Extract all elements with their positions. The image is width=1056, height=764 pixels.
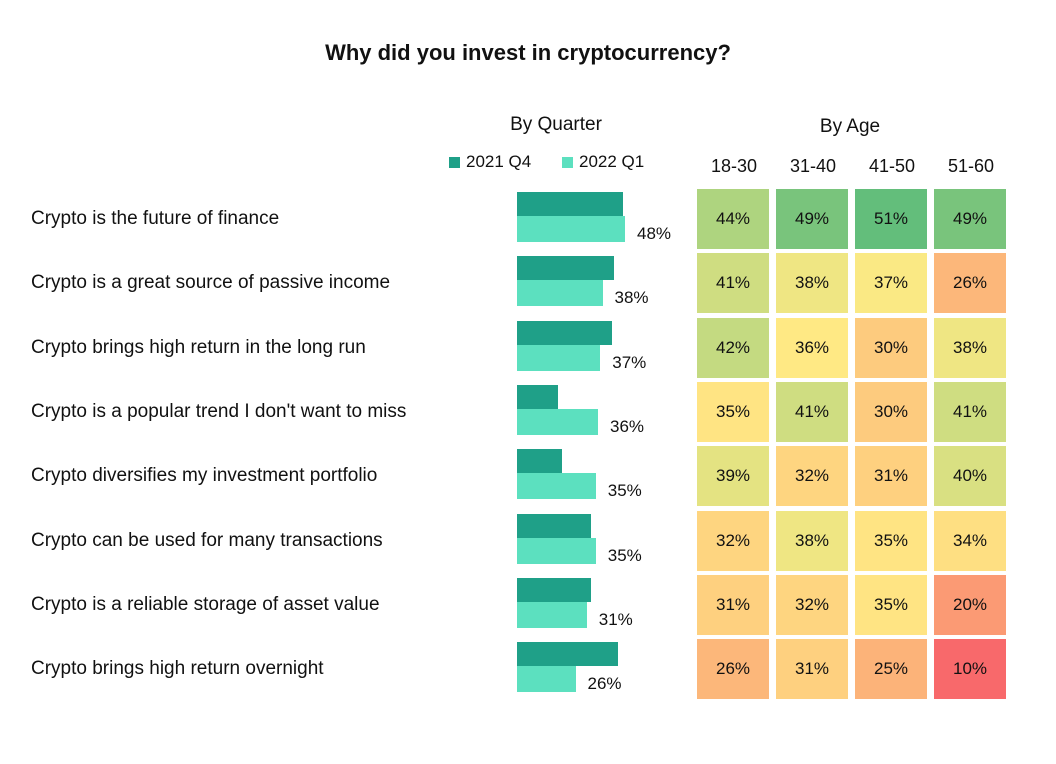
heatmap-cell: 44% [697, 189, 769, 249]
heatmap-cell: 40% [934, 446, 1006, 506]
bar-value-label: 36% [610, 417, 645, 436]
by-quarter-header: By Quarter [510, 114, 602, 135]
bar-2022-q1 [517, 602, 587, 628]
heatmap-cell: 20% [934, 575, 1006, 635]
bar-2021-q4 [517, 642, 619, 666]
row-label: Crypto brings high return overnight [31, 658, 324, 679]
heatmap-cell: 38% [934, 318, 1006, 378]
heatmap-cell: 35% [697, 382, 769, 442]
bar-value-label: 37% [612, 353, 647, 372]
heatmap-cell: 26% [697, 639, 769, 699]
heatmap-cell: 49% [934, 189, 1006, 249]
row-label: Crypto is a great source of passive inco… [31, 272, 391, 293]
row-label: Crypto is a popular trend I don't want t… [31, 401, 407, 422]
heatmap-cell: 30% [855, 318, 927, 378]
heatmap-cell: 10% [934, 639, 1006, 699]
bar-2022-q1 [517, 345, 601, 371]
bar-2021-q4 [517, 321, 612, 345]
heatmap-cell: 35% [855, 575, 927, 635]
heatmap-cell: 42% [697, 318, 769, 378]
row-label: Crypto brings high return in the long ru… [31, 337, 366, 358]
row-label: Crypto can be used for many transactions [31, 530, 383, 551]
bar-2021-q4 [517, 449, 562, 473]
bar-value-label: 35% [607, 546, 642, 565]
bar-2022-q1 [517, 409, 598, 435]
heatmap-cell: 37% [855, 253, 927, 313]
age-column-41-50: 41-50 [868, 156, 916, 176]
heatmap-cell: 32% [776, 575, 848, 635]
bar-2021-q4 [517, 385, 558, 409]
heatmap-cell: 31% [855, 446, 927, 506]
heatmap-cell: 31% [776, 639, 848, 699]
legend-item-2021-q4: 2021 Q4 [449, 152, 531, 172]
heatmap-cell: 41% [934, 382, 1006, 442]
heatmap-cell: 36% [776, 318, 848, 378]
heatmap-cell: 51% [855, 189, 927, 249]
bar-2021-q4 [517, 256, 614, 280]
heatmap-cell: 41% [697, 253, 769, 313]
legend-item-2022-q1: 2022 Q1 [562, 152, 644, 172]
heatmap-cell: 38% [776, 253, 848, 313]
age-column-31-40: 31-40 [789, 156, 837, 176]
row-label: Crypto is a reliable storage of asset va… [31, 594, 380, 615]
bar-2021-q4 [517, 578, 592, 602]
bar-2022-q1 [517, 280, 603, 306]
heatmap-cell: 38% [776, 511, 848, 571]
age-column-18-30: 18-30 [710, 156, 758, 176]
heatmap-cell: 41% [776, 382, 848, 442]
by-age-header: By Age [819, 116, 881, 137]
bar-value-label: 31% [598, 610, 633, 629]
heatmap-cell: 49% [776, 189, 848, 249]
heatmap-cell: 32% [776, 446, 848, 506]
legend-label-2022-q1: 2022 Q1 [579, 152, 645, 171]
bar-value-label: 38% [614, 288, 649, 307]
bar-2022-q1 [517, 216, 625, 242]
heatmap-cell: 30% [855, 382, 927, 442]
bar-value-label: 26% [587, 674, 622, 693]
legend-label-2021-q4: 2021 Q4 [466, 152, 532, 171]
heatmap-cell: 32% [697, 511, 769, 571]
row-label: Crypto diversifies my investment portfol… [31, 465, 378, 486]
bar-2021-q4 [517, 192, 623, 216]
bar-value-label: 48% [637, 224, 672, 243]
bar-value-label: 35% [607, 481, 642, 500]
heatmap-cell: 31% [697, 575, 769, 635]
age-column-51-60: 51-60 [947, 156, 995, 176]
heatmap-cell: 25% [855, 639, 927, 699]
heatmap-cell: 39% [697, 446, 769, 506]
row-label: Crypto is the future of finance [31, 208, 280, 229]
bar-2022-q1 [517, 473, 596, 499]
bar-2021-q4 [517, 514, 592, 538]
chart-title: Why did you invest in cryptocurrency? [325, 40, 731, 65]
heatmap-cell: 35% [855, 511, 927, 571]
heatmap-cell: 34% [934, 511, 1006, 571]
legend-swatch-2021-q4 [449, 156, 460, 168]
bar-2022-q1 [517, 538, 596, 564]
legend-swatch-2022-q1 [562, 156, 573, 168]
bar-2022-q1 [517, 666, 576, 692]
heatmap-cell: 26% [934, 253, 1006, 313]
